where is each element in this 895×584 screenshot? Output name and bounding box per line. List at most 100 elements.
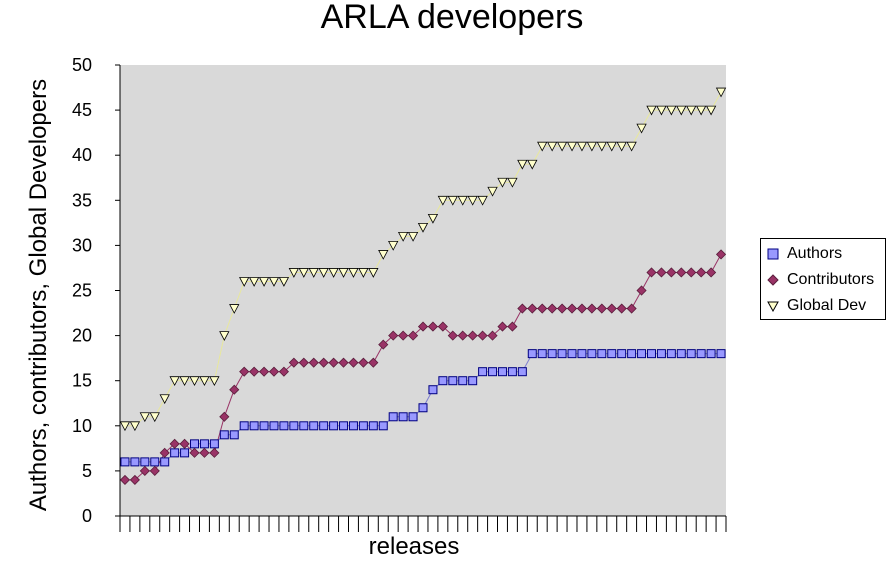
- data-point-authors: [309, 421, 319, 431]
- legend: Authors Contributors Global Dev: [760, 238, 886, 320]
- data-point-global-dev: [705, 105, 717, 116]
- data-point-authors: [478, 367, 488, 377]
- data-point-global-dev: [646, 105, 657, 116]
- data-point-global-dev: [278, 277, 290, 287]
- data-point-authors: [180, 448, 190, 458]
- data-point-global-dev: [149, 412, 160, 423]
- data-point-global-dev: [407, 231, 419, 242]
- data-point-global-dev: [686, 105, 697, 116]
- data-point-contributors: [388, 330, 399, 341]
- data-point-contributors: [407, 330, 419, 341]
- data-point-global-dev: [457, 195, 468, 206]
- data-point-contributors: [129, 474, 140, 485]
- triangle-down-marker-icon: [767, 301, 779, 312]
- data-point-authors: [696, 349, 706, 359]
- data-point-authors: [448, 376, 458, 386]
- data-point-global-dev: [239, 277, 250, 287]
- data-point-contributors: [119, 474, 131, 485]
- data-point-global-dev: [527, 159, 538, 170]
- data-point-global-dev: [586, 141, 598, 152]
- data-point-authors: [140, 457, 150, 467]
- data-point-global-dev: [139, 412, 151, 423]
- data-point-authors: [706, 349, 716, 359]
- data-point-contributors: [696, 267, 707, 278]
- data-point-global-dev: [298, 268, 309, 278]
- data-point-contributors: [487, 330, 498, 341]
- data-point-contributors: [358, 357, 369, 368]
- data-point-authors: [547, 349, 557, 359]
- data-point-global-dev: [189, 376, 200, 387]
- data-point-global-dev: [119, 421, 131, 432]
- data-point-authors: [229, 430, 239, 440]
- data-point-global-dev: [248, 277, 260, 287]
- data-point-global-dev: [546, 141, 558, 152]
- data-point-global-dev: [537, 141, 548, 152]
- data-point-contributors: [437, 321, 448, 332]
- data-point-authors: [716, 349, 726, 359]
- data-point-global-dev: [209, 376, 220, 387]
- data-point-contributors: [457, 330, 468, 341]
- data-point-contributors: [646, 267, 657, 278]
- data-point-contributors: [209, 447, 220, 458]
- data-point-global-dev: [507, 177, 518, 188]
- data-point-contributors: [298, 357, 309, 368]
- data-point-authors: [348, 421, 358, 431]
- data-point-contributors: [229, 384, 240, 395]
- data-point-global-dev: [378, 250, 389, 260]
- data-point-contributors: [517, 303, 528, 314]
- data-point-global-dev: [348, 268, 359, 278]
- data-point-contributors: [338, 357, 349, 368]
- data-point-authors: [358, 421, 368, 431]
- data-point-global-dev: [288, 268, 300, 278]
- data-point-authors: [597, 349, 607, 359]
- data-point-authors: [418, 403, 428, 413]
- data-point-authors: [557, 349, 567, 359]
- y-tick-label: 15: [72, 371, 92, 391]
- data-point-contributors: [199, 447, 210, 458]
- data-point-authors: [239, 421, 249, 431]
- y-tick-label: 35: [72, 190, 92, 210]
- data-point-global-dev: [616, 141, 627, 152]
- data-point-global-dev: [338, 268, 349, 278]
- data-point-global-dev: [427, 213, 439, 224]
- data-point-contributors: [527, 303, 538, 314]
- data-point-authors: [646, 349, 656, 359]
- data-point-global-dev: [179, 376, 190, 387]
- data-point-global-dev: [159, 394, 170, 405]
- data-point-global-dev: [556, 141, 568, 152]
- legend-label-contributors: Contributors: [787, 271, 875, 288]
- data-point-global-dev: [636, 123, 647, 134]
- data-point-authors: [428, 385, 438, 395]
- data-point-contributors: [636, 285, 647, 296]
- data-point-authors: [120, 457, 130, 467]
- legend-item-global-dev: Global Dev: [767, 297, 866, 315]
- data-point-contributors: [189, 447, 200, 458]
- data-point-contributors: [328, 357, 339, 368]
- data-point-contributors: [686, 267, 697, 278]
- data-point-global-dev: [467, 195, 478, 206]
- data-point-global-dev: [695, 105, 707, 116]
- data-point-authors: [488, 367, 498, 377]
- plot-area: [120, 65, 726, 516]
- data-point-contributors: [149, 465, 160, 476]
- data-point-contributors: [537, 303, 548, 314]
- data-point-authors: [150, 457, 160, 467]
- data-point-authors: [438, 376, 448, 386]
- data-point-authors: [219, 430, 229, 440]
- chart-title: ARLA developers: [321, 0, 584, 36]
- data-point-authors: [468, 376, 478, 386]
- legend-item-authors: Authors: [767, 245, 842, 263]
- data-point-authors: [190, 439, 200, 449]
- data-point-authors: [319, 421, 329, 431]
- y-axis-label: Authors, contributors, Global Developers: [25, 79, 52, 511]
- data-point-authors: [209, 439, 219, 449]
- data-point-contributors: [278, 366, 289, 377]
- data-point-authors: [537, 349, 547, 359]
- data-point-authors: [329, 421, 339, 431]
- data-point-authors: [617, 349, 627, 359]
- y-tick-label: 45: [72, 100, 92, 120]
- data-point-authors: [339, 421, 349, 431]
- data-point-global-dev: [626, 141, 637, 152]
